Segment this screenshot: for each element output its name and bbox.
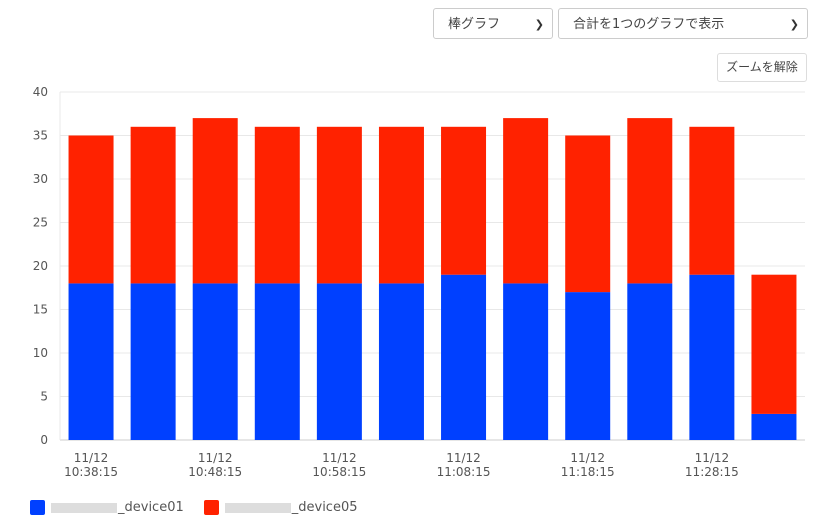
legend-item-device05[interactable]: _device05 — [203, 500, 358, 515]
legend-label: _device05 — [291, 500, 358, 515]
bar-device05-7[interactable] — [503, 118, 549, 284]
x-tick-date: 11/12 — [198, 451, 233, 465]
y-tick-label: 35 — [33, 129, 48, 143]
redacted-text — [51, 502, 117, 513]
legend-swatch — [203, 500, 219, 515]
stacked-bar-chart: 051015202530354011/1210:38:1511/1210:48:… — [33, 85, 805, 479]
chevron-down-icon: ❯ — [789, 18, 799, 31]
bar-device05-3[interactable] — [254, 126, 300, 284]
legend-swatch — [30, 500, 45, 515]
bar-device01-2[interactable] — [192, 283, 238, 440]
chevron-down-icon: ❯ — [534, 18, 544, 31]
bar-device01-10[interactable] — [689, 274, 735, 440]
bar-device05-0[interactable] — [68, 135, 114, 284]
bar-device05-5[interactable] — [378, 126, 424, 284]
x-tick-date: 11/12 — [74, 451, 109, 465]
bar-device01-0[interactable] — [68, 283, 114, 440]
bar-device05-1[interactable] — [130, 126, 176, 284]
y-tick-label: 40 — [33, 85, 48, 99]
y-tick-label: 15 — [33, 303, 48, 317]
reset-zoom-button[interactable]: ズームを解除 — [717, 53, 807, 82]
legend-item-device01[interactable]: _device01 — [30, 500, 184, 515]
y-tick-label: 0 — [40, 433, 48, 447]
bar-device01-7[interactable] — [503, 283, 549, 440]
x-tick-date: 11/12 — [322, 451, 357, 465]
x-tick-time: 10:48:15 — [188, 465, 242, 479]
redacted-text — [224, 502, 291, 513]
display-mode-select[interactable]: 合計を1つのグラフで表示 ❯ — [558, 8, 808, 39]
x-tick-time: 11:08:15 — [437, 465, 491, 479]
x-tick-time: 10:58:15 — [312, 465, 366, 479]
bar-device01-1[interactable] — [130, 283, 176, 440]
x-tick-time: 11:18:15 — [561, 465, 615, 479]
bar-device05-10[interactable] — [689, 126, 735, 275]
x-tick-date: 11/12 — [570, 451, 605, 465]
bar-device01-5[interactable] — [378, 283, 424, 440]
bar-device05-6[interactable] — [441, 126, 487, 275]
bar-device01-4[interactable] — [316, 283, 362, 440]
bar-device01-9[interactable] — [627, 283, 673, 440]
y-tick-label: 5 — [40, 390, 48, 404]
x-tick-date: 11/12 — [446, 451, 481, 465]
legend: _device01 _device05 — [30, 500, 358, 515]
bar-device01-11[interactable] — [751, 413, 797, 440]
x-tick-date: 11/12 — [695, 451, 730, 465]
bar-device05-9[interactable] — [627, 118, 673, 284]
display-mode-value: 合計を1つのグラフで表示 — [573, 17, 725, 32]
bar-device01-3[interactable] — [254, 283, 300, 440]
chart-type-select[interactable]: 棒グラフ ❯ — [433, 8, 553, 39]
bar-device05-11[interactable] — [751, 274, 797, 414]
x-tick-time: 10:38:15 — [64, 465, 118, 479]
bar-device01-6[interactable] — [441, 274, 487, 440]
bar-device01-8[interactable] — [565, 292, 611, 440]
y-tick-label: 30 — [33, 172, 48, 186]
bar-device05-2[interactable] — [192, 118, 238, 284]
bar-device05-4[interactable] — [316, 126, 362, 284]
legend-label: _device01 — [118, 500, 184, 515]
y-tick-label: 25 — [33, 216, 48, 230]
x-tick-time: 11:28:15 — [685, 465, 739, 479]
bar-device05-8[interactable] — [565, 135, 611, 293]
y-tick-label: 20 — [33, 259, 48, 273]
chart-type-value: 棒グラフ — [448, 17, 501, 32]
y-tick-label: 10 — [33, 346, 48, 360]
